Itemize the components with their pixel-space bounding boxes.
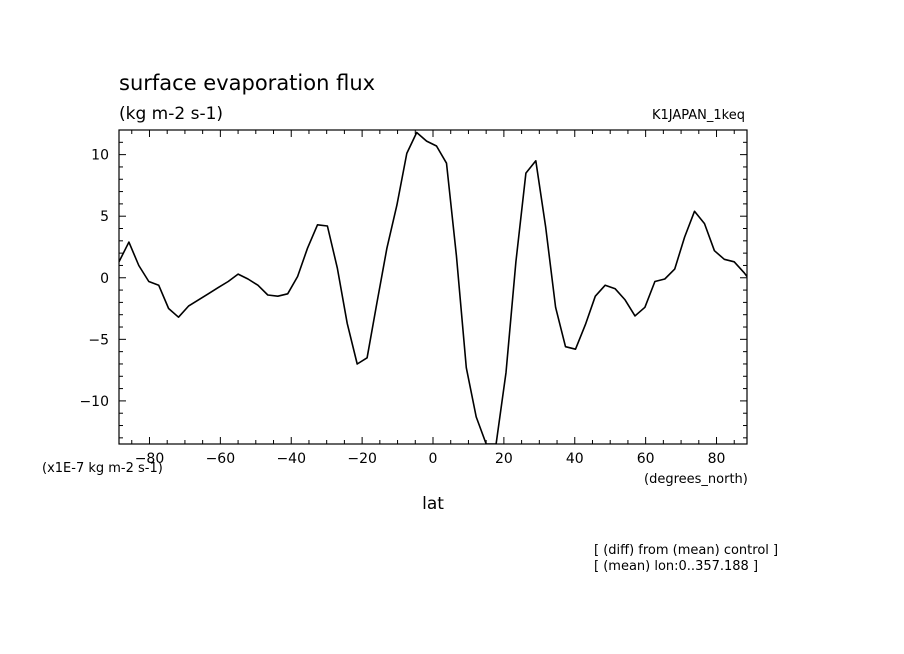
axis-tick-labels: −80 −60 −40 −20 0 20 40 60 80 −10 −5 0 5 10 xyxy=(79,148,725,467)
x-tick-label: −60 xyxy=(206,451,236,467)
y-tick-label: 10 xyxy=(91,148,109,164)
chart-title: surface evaporation flux xyxy=(119,71,375,95)
note-diff: [ (diff) from (mean) control ] xyxy=(594,543,778,558)
x-tick-label: 40 xyxy=(566,451,584,467)
x-tick-label: 20 xyxy=(495,451,513,467)
chart-units: (kg m-2 s-1) xyxy=(119,104,223,124)
y-tick-label: 5 xyxy=(100,209,109,225)
x-axis-label: lat xyxy=(422,494,444,514)
x-units: (degrees_north) xyxy=(644,472,748,487)
x-tick-label: −80 xyxy=(135,451,165,467)
x-tick-label: 80 xyxy=(708,451,726,467)
plot-area: −80 −60 −40 −20 0 20 40 60 80 −10 −5 0 5 10 xyxy=(79,129,748,467)
note-mean: [ (mean) lon:0..357.188 ] xyxy=(594,559,758,574)
y-tick-label: −10 xyxy=(79,394,109,410)
y-tick-label: 0 xyxy=(100,271,109,287)
x-tick-label: 60 xyxy=(637,451,655,467)
y-tick-label: −5 xyxy=(88,332,109,348)
x-tick-label: 0 xyxy=(429,451,438,467)
experiment-label: K1JAPAN_1keq xyxy=(652,108,745,123)
axis-ticks xyxy=(119,129,747,444)
x-tick-label: −40 xyxy=(276,451,306,467)
scale-note: (x1E-7 kg m-2 s-1) xyxy=(42,461,163,476)
x-tick-label: −20 xyxy=(347,451,377,467)
series-line xyxy=(119,131,747,444)
